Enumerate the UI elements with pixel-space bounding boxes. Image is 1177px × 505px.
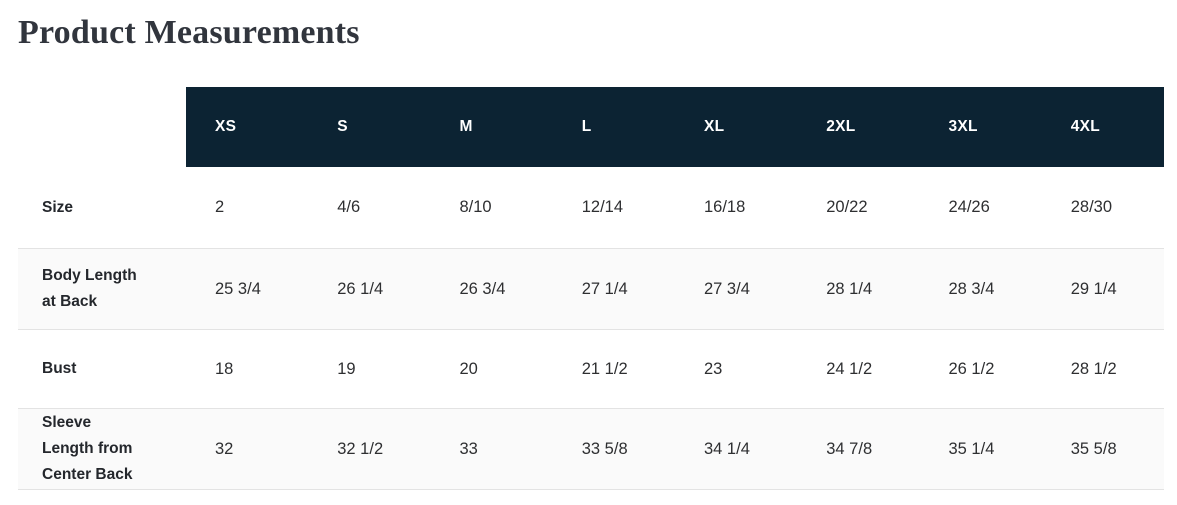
row-label: Body Length at Back xyxy=(42,267,137,310)
header-spacer-cell xyxy=(18,87,186,167)
page-title: Product Measurements xyxy=(18,14,360,51)
column-header-xs: XS xyxy=(215,118,237,135)
size-header-row: XS S M L XL 2XL 3XL 4XL xyxy=(18,87,1164,167)
table-cell: 24 1/2 xyxy=(826,359,873,378)
table-cell: 26 1/2 xyxy=(948,359,995,378)
row-label: Sleeve Length from Center Back xyxy=(42,414,133,483)
table-cell: 26 3/4 xyxy=(459,279,506,298)
table-cell: 16/18 xyxy=(704,198,746,216)
table-row-bust: Bust 18 19 20 21 1/2 23 24 1/2 26 1/2 28… xyxy=(18,330,1164,408)
table-cell: 19 xyxy=(337,359,356,378)
measurements-table: XS S M L XL 2XL 3XL 4XL Size 2 4/6 8/10 … xyxy=(18,87,1164,490)
table-cell: 18 xyxy=(215,359,234,378)
table-row-sleeve-length: Sleeve Length from Center Back 32 32 1/2… xyxy=(18,408,1164,490)
table-cell: 27 1/4 xyxy=(581,279,628,298)
table-cell: 33 xyxy=(459,439,478,458)
table-row-body-length: Body Length at Back 25 3/4 26 1/4 26 3/4… xyxy=(18,248,1164,330)
column-header-3xl: 3XL xyxy=(948,118,978,135)
product-measurements-page: Product Measurements XS S M L XL 2XL 3XL… xyxy=(0,12,1177,505)
table-cell: 2 xyxy=(215,198,225,216)
table-cell: 35 5/8 xyxy=(1070,439,1117,458)
table-cell: 20 xyxy=(459,359,478,378)
table-cell: 21 1/2 xyxy=(581,359,628,378)
table-cell: 4/6 xyxy=(337,198,361,216)
row-values: 2 4/6 8/10 12/14 16/18 20/22 24/26 28/30 xyxy=(186,167,1164,248)
row-values: 18 19 20 21 1/2 23 24 1/2 26 1/2 28 1/2 xyxy=(186,330,1164,408)
table-cell: 20/22 xyxy=(826,198,868,216)
table-cell: 32 xyxy=(215,439,234,458)
table-cell: 28 1/4 xyxy=(826,279,873,298)
table-cell: 28 1/2 xyxy=(1070,359,1117,378)
table-cell: 25 3/4 xyxy=(215,279,261,298)
size-column-headers: XS S M L XL 2XL 3XL 4XL xyxy=(186,87,1164,167)
table-cell: 8/10 xyxy=(459,198,492,216)
table-cell: 26 1/4 xyxy=(337,279,384,298)
column-header-m: M xyxy=(459,118,473,135)
table-cell: 34 1/4 xyxy=(704,439,750,458)
table-cell: 32 1/2 xyxy=(337,439,384,458)
table-cell: 28 3/4 xyxy=(948,279,995,298)
column-header-2xl: 2XL xyxy=(826,118,856,135)
row-values: 25 3/4 26 1/4 26 3/4 27 1/4 27 3/4 28 1/… xyxy=(186,249,1164,329)
table-cell: 12/14 xyxy=(581,198,624,216)
table-cell: 33 5/8 xyxy=(581,439,628,458)
table-row-size: Size 2 4/6 8/10 12/14 16/18 20/22 24/26 … xyxy=(18,167,1164,248)
column-header-s: S xyxy=(337,118,348,135)
row-values: 32 32 1/2 33 33 5/8 34 1/4 34 7/8 35 1/4… xyxy=(186,409,1164,489)
column-header-xl: XL xyxy=(704,118,725,135)
table-cell: 27 3/4 xyxy=(704,279,750,298)
row-label: Size xyxy=(42,198,74,216)
table-cell: 29 1/4 xyxy=(1070,279,1117,298)
row-label: Bust xyxy=(42,360,77,377)
table-cell: 24/26 xyxy=(948,198,990,216)
column-header-4xl: 4XL xyxy=(1070,118,1101,135)
table-cell: 34 7/8 xyxy=(826,439,873,458)
table-cell: 23 xyxy=(704,359,723,378)
table-cell: 28/30 xyxy=(1070,198,1113,216)
column-header-l: L xyxy=(581,118,592,135)
table-cell: 35 1/4 xyxy=(948,439,995,458)
